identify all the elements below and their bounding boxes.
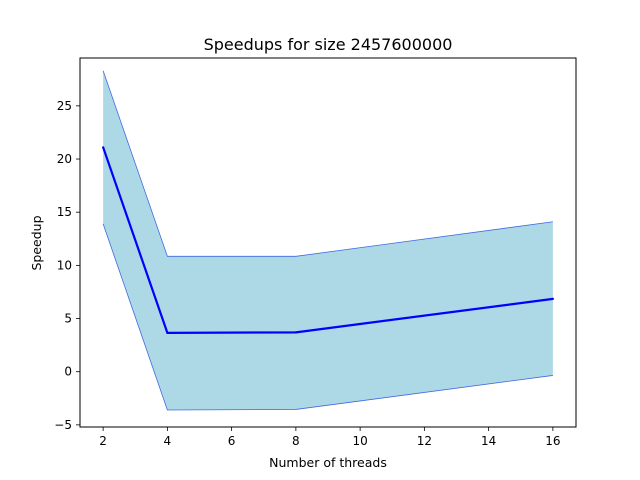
y-axis-ticks: −5 0 5 10 15 20 25	[54, 99, 80, 432]
speedup-point	[166, 331, 169, 334]
x-tick-label: 2	[99, 434, 107, 448]
series-layer	[102, 146, 554, 334]
plot-area-frame	[79, 57, 577, 428]
confidence-band	[103, 70, 553, 410]
x-tick-label: 8	[292, 434, 300, 448]
y-tick-label: 5	[64, 312, 72, 326]
speedup-point	[102, 146, 105, 149]
x-axis-ticks: 2 4 6 8 10 12 14 16	[99, 427, 561, 448]
y-tick-label: 20	[57, 152, 72, 166]
band-upper-edge	[102, 70, 553, 257]
x-tick-label: 10	[352, 434, 367, 448]
x-tick-label: 6	[228, 434, 236, 448]
x-tick-label: 12	[417, 434, 432, 448]
speedup-point	[551, 297, 554, 300]
y-tick-label: 15	[57, 205, 72, 219]
x-axis-label: Number of threads	[269, 455, 387, 470]
x-tick-label: 14	[481, 434, 496, 448]
x-tick-label: 4	[164, 434, 172, 448]
y-axis-label: Speedup	[29, 215, 44, 270]
y-tick-label: 25	[57, 99, 72, 113]
y-tick-label: −5	[54, 418, 72, 432]
speedup-point	[294, 331, 297, 334]
band-layer	[102, 70, 553, 411]
x-tick-label: 16	[545, 434, 560, 448]
y-tick-label: 0	[64, 365, 72, 379]
chart-title: Speedups for size 2457600000	[204, 35, 453, 54]
speedup-line	[102, 146, 554, 334]
band-lower-edge	[102, 223, 553, 411]
y-tick-label: 10	[57, 258, 72, 272]
